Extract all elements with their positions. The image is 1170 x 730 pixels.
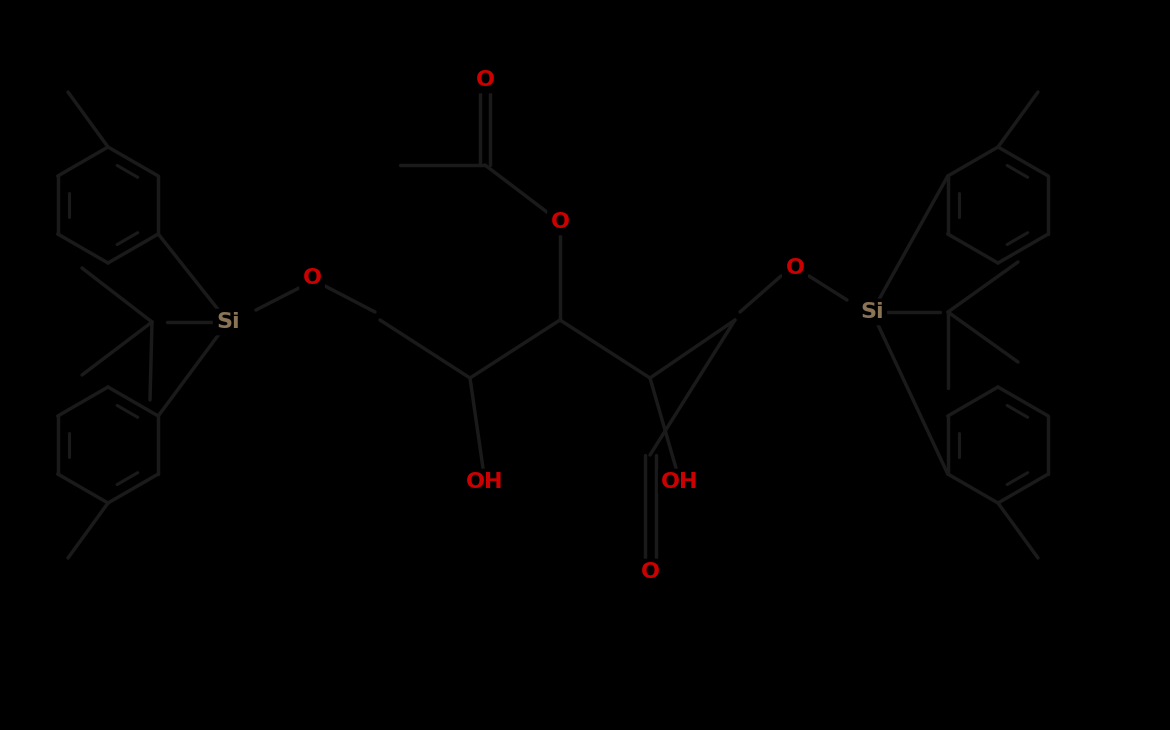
Text: O: O xyxy=(475,70,495,90)
Text: O: O xyxy=(303,268,322,288)
Text: Si: Si xyxy=(860,302,883,322)
Text: O: O xyxy=(640,562,660,582)
Text: O: O xyxy=(785,258,805,278)
Text: OH: OH xyxy=(661,472,698,492)
Text: O: O xyxy=(551,212,570,232)
Text: Si: Si xyxy=(216,312,240,332)
Text: OH: OH xyxy=(467,472,504,492)
